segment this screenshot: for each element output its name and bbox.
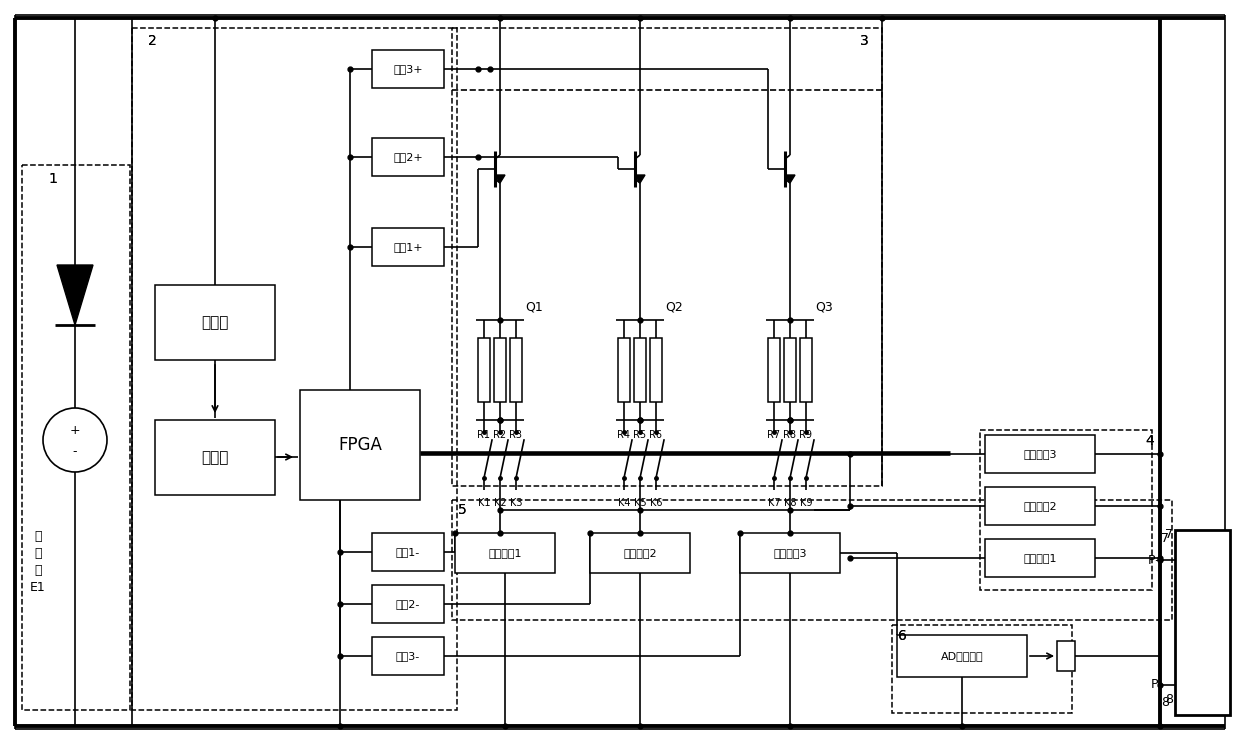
Bar bbox=[618, 338, 630, 402]
Text: K2: K2 bbox=[494, 498, 506, 508]
Text: 3: 3 bbox=[861, 34, 869, 48]
Text: 驱动1-: 驱动1- bbox=[396, 547, 420, 557]
Bar bbox=[768, 338, 780, 402]
Polygon shape bbox=[57, 265, 93, 325]
Bar bbox=[372, 585, 444, 623]
Bar bbox=[985, 435, 1095, 473]
Bar bbox=[372, 138, 444, 176]
Bar bbox=[800, 338, 812, 402]
Text: 7: 7 bbox=[1166, 528, 1173, 541]
Bar bbox=[155, 420, 275, 495]
Bar bbox=[477, 338, 490, 402]
Text: 2: 2 bbox=[148, 34, 156, 48]
Text: Q2: Q2 bbox=[665, 300, 683, 313]
Bar bbox=[784, 338, 796, 402]
Text: P-: P- bbox=[1151, 679, 1163, 691]
Bar bbox=[897, 635, 1027, 677]
Text: 驱动2-: 驱动2- bbox=[396, 599, 420, 609]
Text: R4: R4 bbox=[618, 430, 630, 440]
Bar bbox=[892, 625, 1073, 713]
Bar bbox=[455, 533, 556, 573]
Bar bbox=[155, 285, 275, 360]
Text: 限流通道1: 限流通道1 bbox=[1023, 553, 1056, 563]
Bar bbox=[372, 228, 444, 266]
Text: 驱动1+: 驱动1+ bbox=[393, 242, 423, 252]
Polygon shape bbox=[495, 175, 505, 183]
Text: 工控机: 工控机 bbox=[201, 315, 228, 330]
Text: AD采样芯片: AD采样芯片 bbox=[941, 651, 983, 661]
Text: 5: 5 bbox=[458, 503, 466, 517]
Text: R2: R2 bbox=[494, 430, 507, 440]
Bar bbox=[740, 533, 839, 573]
Text: 1: 1 bbox=[48, 172, 57, 186]
Text: 1: 1 bbox=[48, 172, 57, 186]
Text: 4: 4 bbox=[1145, 434, 1153, 448]
Text: 2: 2 bbox=[148, 34, 156, 48]
Text: R9: R9 bbox=[800, 430, 812, 440]
Text: K5: K5 bbox=[634, 498, 646, 508]
Text: 3: 3 bbox=[861, 34, 869, 48]
Text: -: - bbox=[73, 446, 77, 458]
Text: 恒
压
源
E1: 恒 压 源 E1 bbox=[30, 530, 46, 594]
Text: R8: R8 bbox=[784, 430, 796, 440]
Text: 驱动3+: 驱动3+ bbox=[393, 64, 423, 74]
Text: Q3: Q3 bbox=[815, 300, 833, 313]
Bar bbox=[131, 28, 458, 710]
Text: +: + bbox=[69, 423, 81, 437]
Bar bbox=[985, 539, 1095, 577]
Polygon shape bbox=[635, 175, 645, 183]
Text: 驱动3-: 驱动3- bbox=[396, 651, 420, 661]
Text: R3: R3 bbox=[510, 430, 522, 440]
Text: 6: 6 bbox=[898, 629, 906, 643]
Polygon shape bbox=[785, 175, 795, 183]
Text: K1: K1 bbox=[477, 498, 490, 508]
Bar bbox=[980, 430, 1152, 590]
Text: 8: 8 bbox=[1161, 696, 1169, 710]
Text: Q1: Q1 bbox=[525, 300, 543, 313]
Text: 限流通道2: 限流通道2 bbox=[1023, 501, 1056, 511]
Text: 4: 4 bbox=[1145, 434, 1153, 448]
Bar bbox=[22, 165, 130, 710]
Bar bbox=[1176, 530, 1230, 715]
Text: K8: K8 bbox=[784, 498, 796, 508]
Text: FPGA: FPGA bbox=[339, 436, 382, 454]
Text: K3: K3 bbox=[510, 498, 522, 508]
Bar bbox=[510, 338, 522, 402]
Text: 单片机: 单片机 bbox=[201, 450, 228, 465]
Text: P+: P+ bbox=[1148, 554, 1166, 566]
Text: 6: 6 bbox=[898, 629, 906, 643]
Text: K7: K7 bbox=[768, 498, 780, 508]
Bar bbox=[650, 338, 662, 402]
Text: 泄流通道2: 泄流通道2 bbox=[624, 548, 657, 558]
Text: 5: 5 bbox=[458, 503, 466, 517]
Text: R6: R6 bbox=[650, 430, 662, 440]
Bar bbox=[372, 637, 444, 675]
Bar bbox=[494, 338, 506, 402]
Text: 泄流通道1: 泄流通道1 bbox=[489, 548, 522, 558]
Bar bbox=[453, 28, 882, 486]
Bar bbox=[453, 500, 1172, 620]
Text: K4: K4 bbox=[618, 498, 630, 508]
Bar bbox=[1056, 641, 1075, 671]
Text: R1: R1 bbox=[477, 430, 491, 440]
Bar bbox=[985, 487, 1095, 525]
Bar bbox=[634, 338, 646, 402]
Text: K6: K6 bbox=[650, 498, 662, 508]
Text: 泄流通道3: 泄流通道3 bbox=[774, 548, 807, 558]
Bar bbox=[300, 390, 420, 500]
Bar bbox=[372, 50, 444, 88]
Text: K9: K9 bbox=[800, 498, 812, 508]
Text: 限流通道3: 限流通道3 bbox=[1023, 449, 1056, 459]
Bar bbox=[372, 533, 444, 571]
Text: 7: 7 bbox=[1161, 531, 1169, 545]
Text: 8: 8 bbox=[1166, 693, 1173, 706]
Text: R5: R5 bbox=[634, 430, 646, 440]
Text: R7: R7 bbox=[768, 430, 780, 440]
Text: 驱动2+: 驱动2+ bbox=[393, 152, 423, 162]
Bar bbox=[590, 533, 689, 573]
